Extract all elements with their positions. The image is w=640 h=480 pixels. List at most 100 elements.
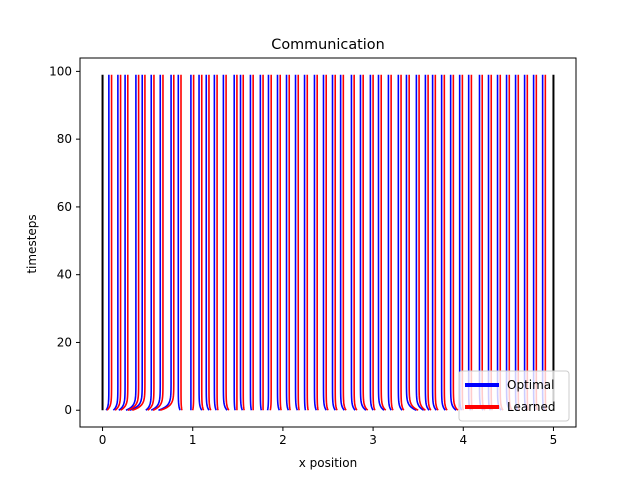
optimal-trajectory — [377, 74, 385, 411]
learned-trajectory — [127, 74, 140, 411]
learned-trajectory — [418, 74, 426, 411]
learned-trajectory — [544, 74, 548, 411]
learned-legend-label: Learned — [507, 400, 556, 414]
x-tick-label: 3 — [369, 433, 377, 447]
optimal-trajectory — [125, 74, 137, 411]
optimal-trajectory — [387, 74, 392, 411]
learned-trajectory — [334, 74, 338, 411]
learned-trajectory — [216, 74, 219, 411]
learned-trajectory — [390, 74, 394, 411]
optimal-trajectory — [440, 74, 446, 411]
learned-trajectory — [288, 74, 291, 411]
learned-trajectory — [120, 74, 129, 411]
y-tick-label: 100 — [49, 64, 72, 78]
optimal-trajectory — [415, 74, 425, 411]
optimal-trajectory — [259, 74, 263, 411]
axes-frame — [79, 57, 577, 428]
learned-trajectory — [380, 74, 387, 411]
optimal-trajectory — [222, 74, 228, 411]
optimal-trajectory — [339, 74, 345, 411]
optimal-trajectory — [313, 74, 318, 411]
learned-trajectory — [400, 74, 405, 411]
learned-trajectory — [452, 74, 459, 411]
optimal-trajectory — [233, 74, 236, 411]
learned-trajectory — [342, 74, 347, 411]
y-tick-label: 60 — [57, 200, 72, 214]
x-tick-label: 2 — [279, 433, 287, 447]
axes: 0 1 2 3 4 5 0 20 40 60 80 100 — [49, 57, 577, 447]
learned-trajectory — [306, 74, 309, 411]
x-tick-label: 5 — [550, 433, 558, 447]
optimal-legend-label: Optimal — [507, 378, 554, 392]
optimal-trajectory — [129, 74, 144, 411]
optimal-trajectory — [294, 74, 299, 411]
learned-trajectory — [180, 74, 183, 411]
optimal-trajectory — [249, 74, 253, 411]
learned-trajectory — [297, 74, 300, 411]
x-tick-label: 4 — [459, 433, 467, 447]
learned-trajectory — [191, 74, 195, 411]
optimal-trajectory — [150, 74, 162, 411]
learned-trajectory — [427, 74, 432, 411]
x-tick-label: 0 — [99, 433, 107, 447]
y-axis-label: timesteps — [25, 214, 39, 273]
learned-trajectory — [362, 74, 369, 411]
learned-trajectory — [269, 74, 272, 411]
optimal-trajectory — [331, 74, 336, 411]
learned-trajectory — [372, 74, 376, 411]
optimal-trajectory — [424, 74, 430, 411]
learned-trajectory — [316, 74, 319, 411]
optimal-trajectory — [105, 74, 110, 411]
learned-trajectory — [353, 74, 358, 411]
learned-trajectory — [132, 74, 146, 411]
optimal-trajectory — [322, 74, 327, 411]
learned-trajectory — [517, 74, 520, 411]
optimal-trajectory — [359, 74, 367, 411]
y-tick-label: 0 — [64, 403, 72, 417]
learned-trajectory — [225, 74, 230, 411]
optimal-trajectory — [397, 74, 403, 411]
learned-trajectory — [242, 74, 245, 411]
optimal-trajectory — [350, 74, 356, 411]
plot-area — [101, 74, 555, 411]
learned-trajectory — [325, 74, 329, 411]
x-axis-label: x position — [299, 456, 357, 470]
learned-trajectory — [159, 74, 175, 411]
legend: Optimal Learned — [458, 370, 570, 422]
learned-trajectory — [535, 74, 539, 411]
optimal-trajectory — [177, 74, 181, 411]
learned-trajectory — [106, 74, 113, 411]
learned-trajectory — [200, 74, 205, 411]
learned-trajectory — [490, 74, 493, 411]
x-tick-label: 1 — [189, 433, 197, 447]
learned-trajectory — [147, 74, 155, 411]
optimal-trajectory — [213, 74, 217, 411]
optimal-trajectory — [112, 74, 119, 411]
optimal-trajectory — [266, 74, 270, 411]
optimal-trajectory — [285, 74, 290, 411]
optimal-trajectory — [276, 74, 281, 411]
y-tick-label: 40 — [57, 268, 72, 282]
optimal-trajectory — [118, 74, 126, 411]
optimal-trajectory — [158, 74, 172, 411]
optimal-trajectory — [405, 74, 417, 411]
learned-trajectory — [443, 74, 448, 411]
learned-trajectory — [408, 74, 419, 411]
optimal-trajectory — [145, 74, 153, 411]
optimal-trajectory — [205, 74, 210, 411]
learned-trajectory — [470, 74, 474, 411]
learned-trajectory — [114, 74, 122, 411]
chart-title: Communication — [271, 37, 384, 53]
optimal-trajectory — [449, 74, 457, 411]
optimal-trajectory — [239, 74, 244, 411]
y-tick-label: 20 — [57, 335, 72, 349]
learned-trajectory — [279, 74, 282, 411]
learned-trajectory — [461, 74, 465, 411]
learned-trajectory — [526, 74, 529, 411]
learned-trajectory — [152, 74, 164, 411]
optimal-trajectory — [369, 74, 374, 411]
y-tick-label: 80 — [57, 132, 72, 146]
optimal-trajectory — [198, 74, 203, 411]
learned-trajectory — [208, 74, 212, 411]
